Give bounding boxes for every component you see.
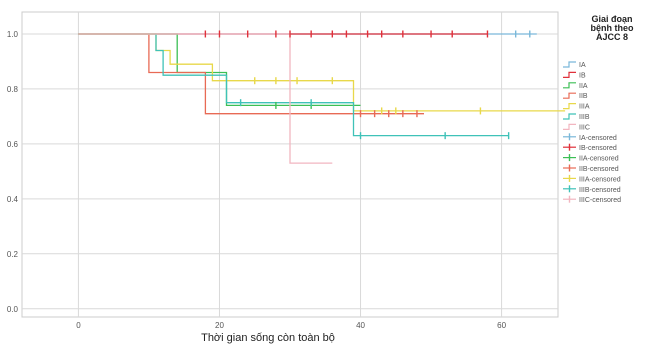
legend-swatch-line <box>563 92 576 99</box>
legend-swatch-line <box>563 113 576 120</box>
legend-title: Giai đoạn <box>591 14 632 24</box>
y-tick-label: 0.0 <box>7 305 19 314</box>
axis-ticks: 0 20 40 60 0.0 0.2 0.4 0.6 0.8 1.0 <box>7 30 507 330</box>
legend-label: IB-censored <box>579 145 617 152</box>
legend-label: IIIA <box>579 104 590 111</box>
legend-swatch-line <box>563 123 576 130</box>
legend-label: IIA <box>579 83 588 90</box>
legend-swatch-line <box>563 61 576 68</box>
survival-curve-iiic <box>78 33 333 164</box>
legend-label: IIB-censored <box>579 166 619 173</box>
legend-label: IB <box>579 72 586 79</box>
legend-label: IIIB-censored <box>579 187 621 194</box>
x-tick-label: 40 <box>356 321 365 330</box>
legend-label: IIIB <box>579 114 590 121</box>
survival-curves <box>78 33 566 164</box>
legend-label: IIIC-censored <box>579 197 621 204</box>
legend-label: IIB <box>579 93 588 100</box>
y-tick-label: 0.6 <box>7 140 19 149</box>
survival-curve-iiib <box>78 33 509 137</box>
censor-marks <box>204 30 531 140</box>
legend-label: IIA-censored <box>579 156 619 163</box>
legend-swatch-line <box>563 71 576 79</box>
x-tick-label: 20 <box>215 321 224 330</box>
legend-swatch-line <box>563 82 576 89</box>
x-tick-label: 0 <box>76 321 81 330</box>
legend-label: IA-censored <box>579 135 617 142</box>
x-axis-label: Thời gian sống còn toàn bộ <box>201 332 335 344</box>
y-tick-label: 0.2 <box>7 250 19 259</box>
y-tick-label: 0.8 <box>7 85 19 94</box>
legend-label: IIIC <box>579 124 590 131</box>
x-tick-label: 60 <box>497 321 506 330</box>
y-tick-label: 0.4 <box>7 195 19 204</box>
legend-title: bệnh theo <box>591 23 634 33</box>
y-tick-label: 1.0 <box>7 30 19 39</box>
legend-swatch-line <box>563 102 576 110</box>
legend-title: AJCC 8 <box>596 32 628 42</box>
legend-label: IA <box>579 62 586 69</box>
legend-label: IIIA-censored <box>579 176 621 183</box>
